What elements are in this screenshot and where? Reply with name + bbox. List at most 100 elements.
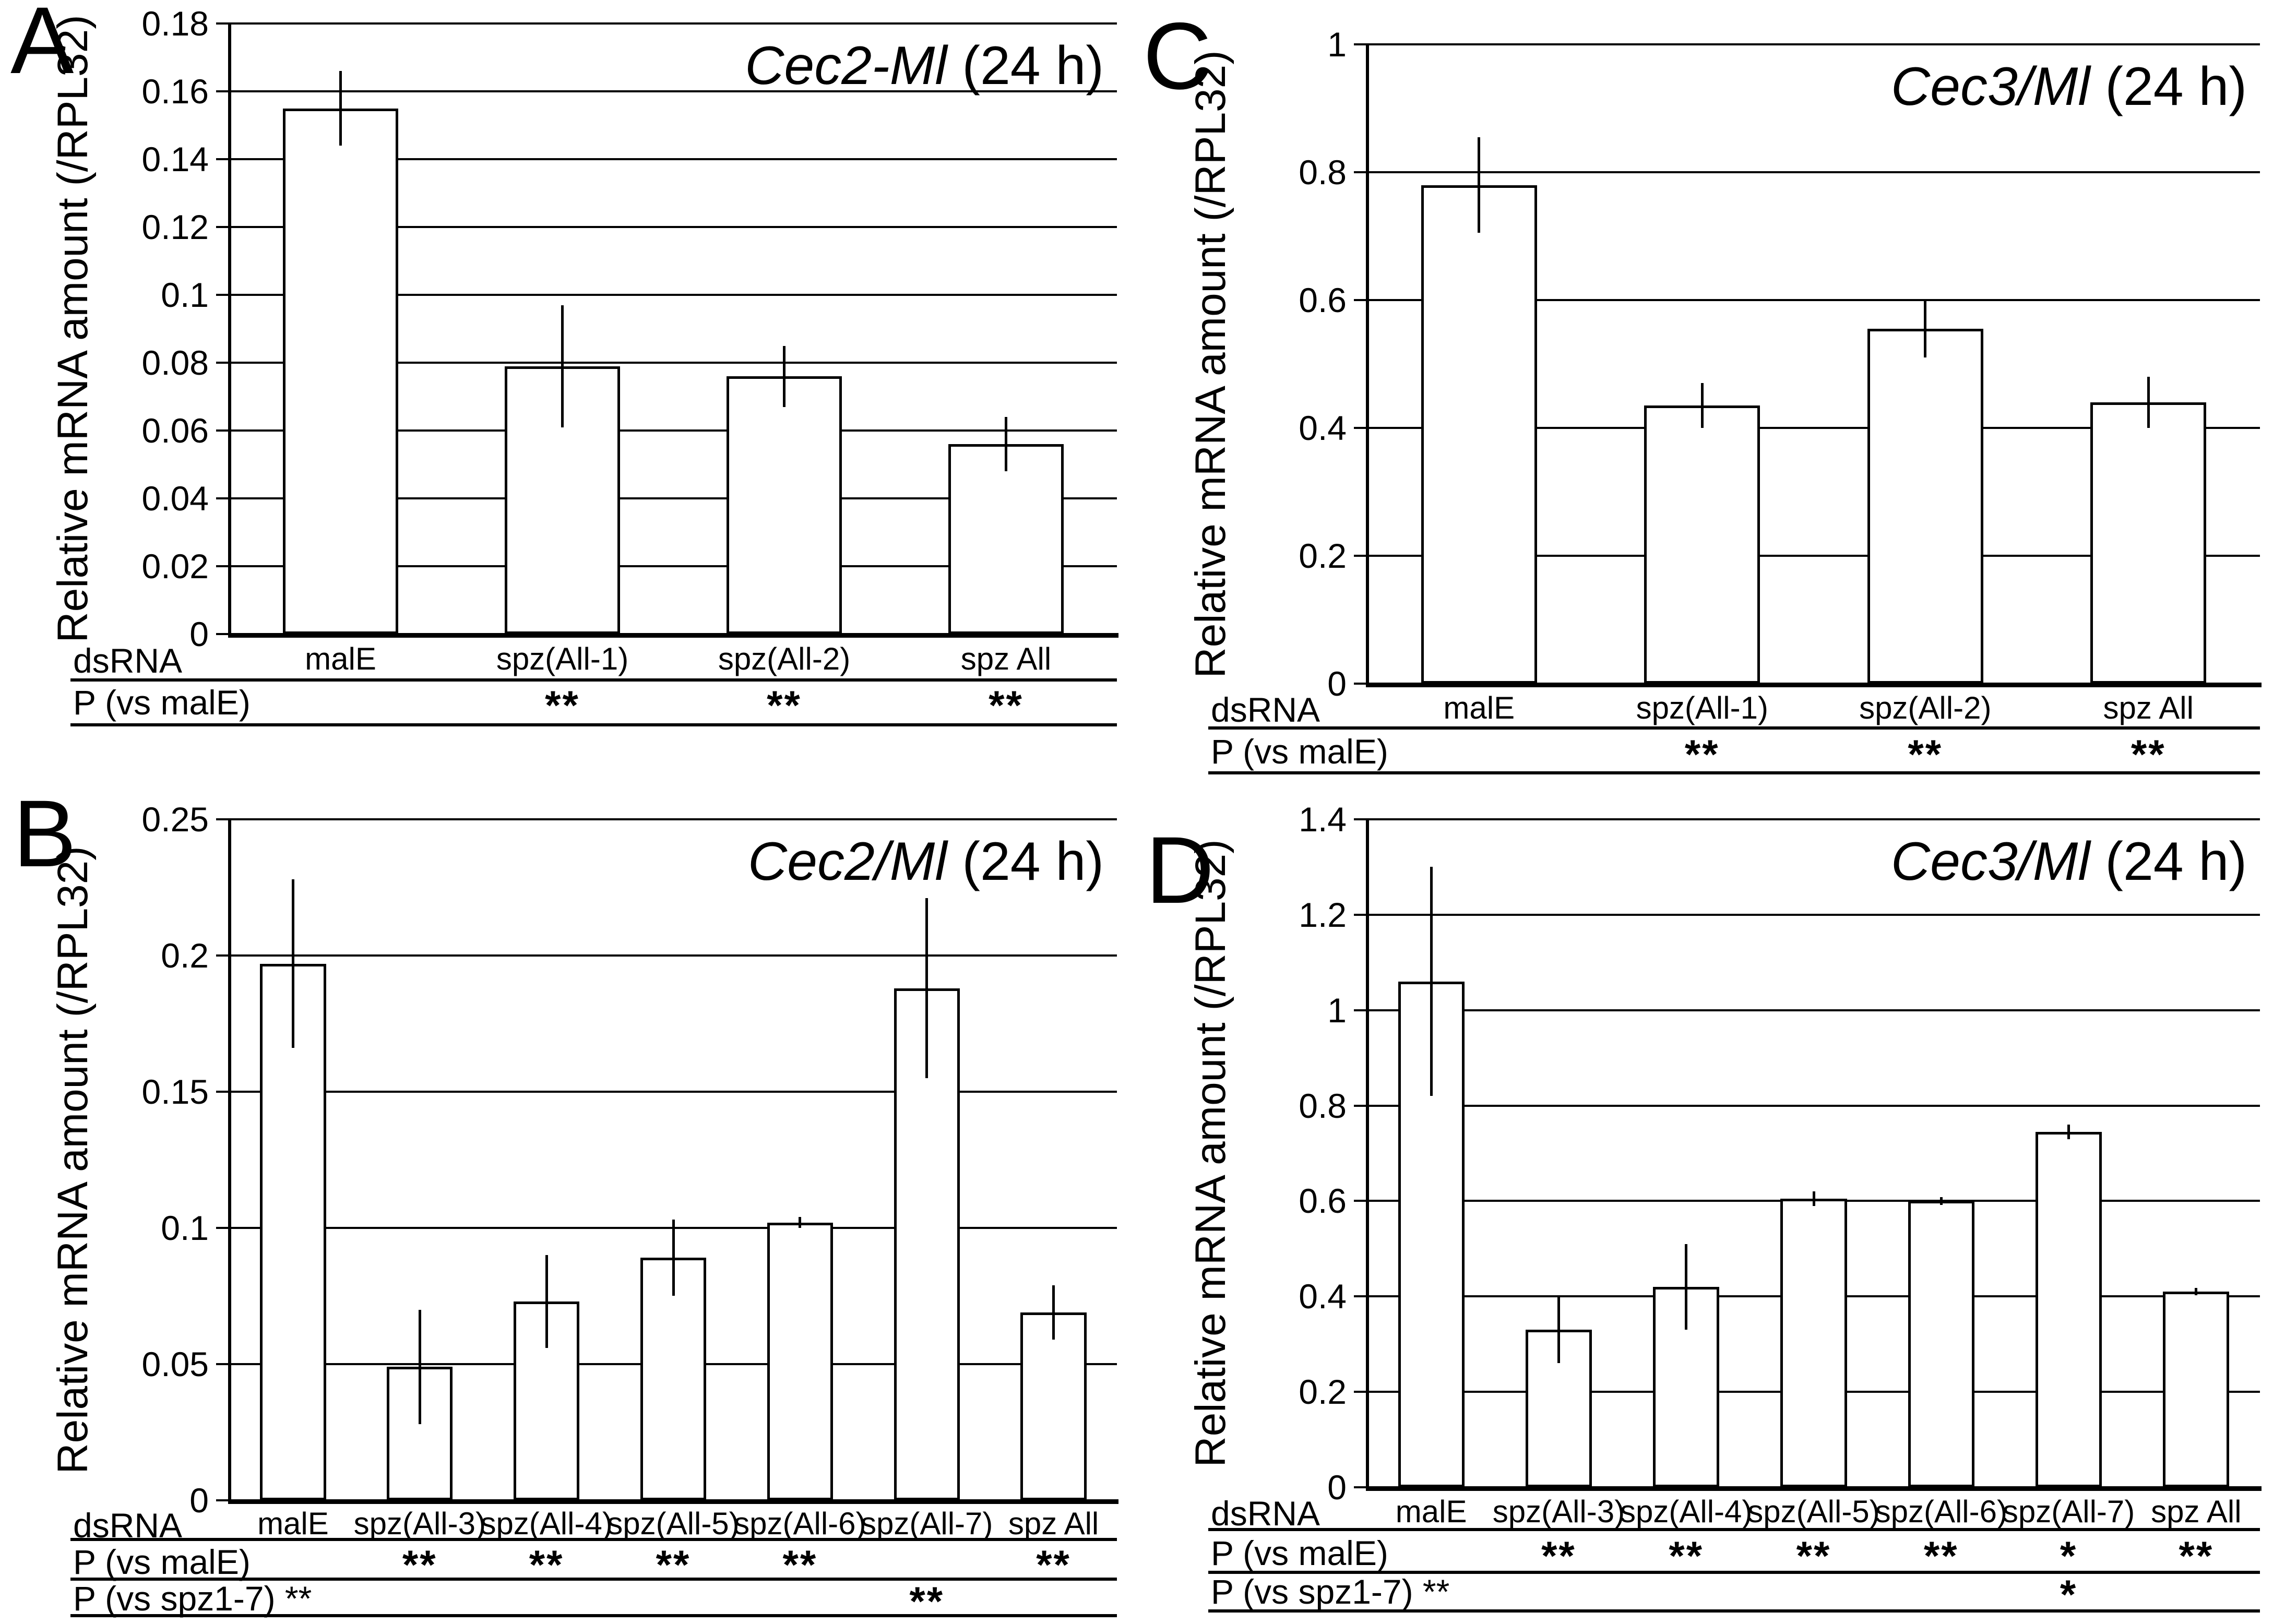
error-bar [2147,377,2150,428]
y-tick-label: 0.2 [1206,534,1347,578]
bar [1780,1199,1847,1487]
y-axis [228,23,231,636]
gridline [1367,1105,2260,1107]
significance-marks: ** [1629,1535,1744,1576]
significance-marks: ** [949,685,1064,725]
y-tick-label: 0.15 [68,1070,209,1114]
category-label: spz All [2101,1494,2285,1530]
bar [2163,1292,2229,1487]
significance-marks: ** [727,685,842,725]
row-underline [1208,1609,2260,1613]
y-tick-label: 1.2 [1206,893,1347,937]
error-bar [545,1255,548,1347]
chart-title: Cec3/Ml (24 h) [1891,831,2247,893]
bar [1421,185,1537,684]
y-axis [1366,44,1369,686]
error-bar [1430,867,1433,1096]
x-axis [228,633,1118,638]
chart-title: Cec2-Ml (24 h) [745,35,1104,97]
gridline [230,818,1117,820]
gene-name: Cec2-Ml [745,35,947,96]
title-suffix: (24 h) [2090,56,2247,117]
gridline [230,954,1117,957]
error-bar [783,346,786,407]
bar [948,444,1064,634]
error-bar [1685,1244,1687,1330]
error-bar [2195,1288,2197,1296]
dsrna-row-label: dsRNA [1211,1494,1320,1533]
row-underline [1208,726,2260,730]
y-tick-label: 0.16 [68,69,209,113]
error-bar [419,1310,421,1424]
gridline [1367,818,2260,820]
x-axis [1366,683,2262,687]
y-tick-label: 1 [1206,988,1347,1032]
y-axis-label: Relative mRNA amount (/RPL32) [1186,50,1235,678]
chart-title: Cec3/Ml (24 h) [1891,56,2247,118]
y-tick-label: 0.2 [68,934,209,977]
p-row-label: P (vs malE) [73,683,251,722]
bar [767,1223,833,1500]
y-tick-label: 0.02 [68,544,209,588]
y-tick-label: 0.4 [1206,1274,1347,1318]
row-underline [70,723,1117,726]
row-underline [70,678,1117,682]
error-bar [1478,137,1480,233]
significance-marks: ** [1756,1535,1871,1576]
p-row-label: P (vs malE) [73,1542,251,1582]
gridline [230,22,1117,25]
y-axis [1366,819,1369,1489]
y-tick-label: 0.08 [68,341,209,385]
error-bar [1557,1296,1560,1363]
x-axis [1366,1486,2262,1491]
gene-name: Cec3/Ml [1891,831,2090,892]
y-tick-label: 1.4 [1206,797,1347,841]
significance-marks: ** [2139,1535,2254,1576]
category-label: spz All [959,1506,1148,1542]
significance-marks: ** [1868,734,1983,774]
y-tick-label: 0.8 [1206,150,1347,194]
error-bar [925,898,928,1078]
y-tick-label: 0.6 [1206,1179,1347,1223]
row-underline [70,1538,1117,1541]
category-label: spz All [864,641,1148,677]
bar [2036,1132,2102,1487]
y-tick-label: 0.18 [68,2,209,45]
y-tick-label: 1 [1206,22,1347,66]
chart-title: Cec2/Ml (24 h) [748,831,1104,893]
bar [283,109,398,635]
bar [1908,1201,1974,1487]
title-suffix: (24 h) [947,35,1104,96]
gene-name: Cec2/Ml [748,831,947,892]
error-bar [799,1217,801,1228]
gene-name: Cec3/Ml [1891,56,2090,117]
p-row-label: P (vs malE) [1211,732,1388,771]
significance-marks: ** [505,685,620,725]
y-tick-label: 0.6 [1206,278,1347,322]
error-bar [1005,417,1007,471]
gridline [1367,914,2260,916]
row-underline [1208,771,2260,774]
y-tick-label: 0.25 [68,797,209,841]
bar [1867,329,1983,684]
error-bar [672,1220,675,1296]
gridline [1367,171,2260,173]
gridline [1367,43,2260,45]
y-tick-label: 0.4 [1206,406,1347,450]
error-bar [561,305,564,427]
significance-marks: ** [1884,1535,1998,1576]
gridline [1367,1009,2260,1011]
significance-marks: ** [2091,734,2206,774]
bar [727,376,842,634]
significance-marks: * [2012,1535,2126,1576]
y-tick-label: 0.05 [68,1342,209,1386]
p-row-label: P (vs spz1-7) ** [73,1579,312,1618]
dsrna-row-label: dsRNA [73,641,182,680]
error-bar [1701,383,1704,428]
y-axis [228,819,231,1502]
